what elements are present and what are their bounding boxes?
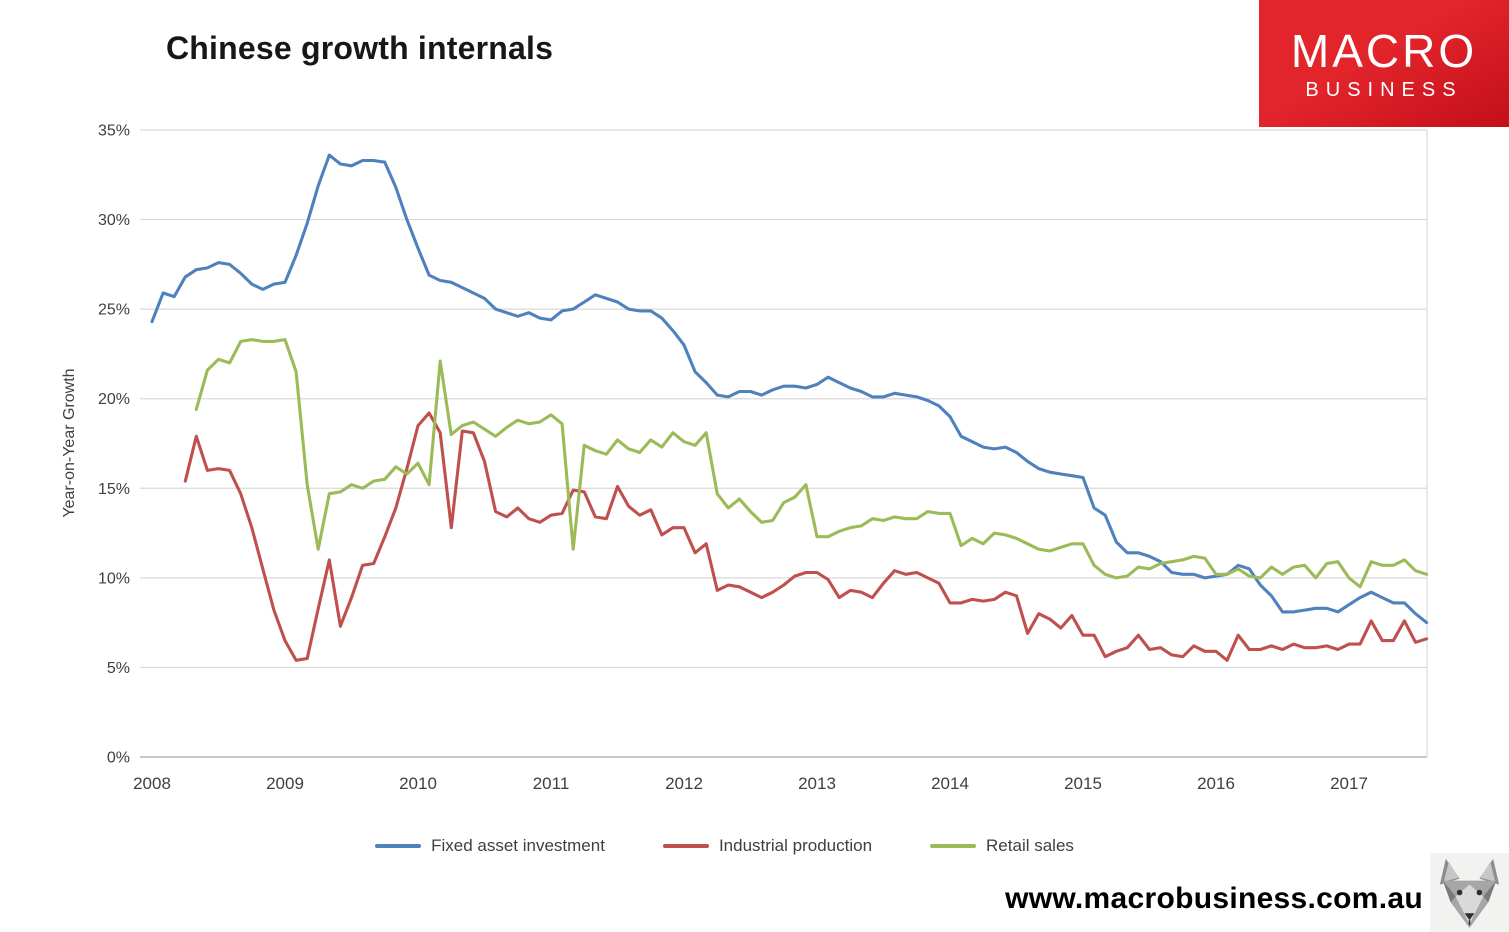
x-tick-label: 2011 xyxy=(533,774,570,793)
website-url: www.macrobusiness.com.au xyxy=(1005,882,1423,915)
series-line-fixed-asset-investment xyxy=(150,153,1429,625)
y-tick-label: 10% xyxy=(98,570,130,587)
legend-item-fixed-asset-investment: Fixed asset investment xyxy=(375,836,605,856)
logo-text-business: BUSINESS xyxy=(1305,78,1463,101)
wolf-icon xyxy=(1430,853,1509,932)
series-line-industrial-production xyxy=(183,411,1429,662)
x-tick-label: 2010 xyxy=(399,774,437,793)
legend-line-sample-blue xyxy=(375,844,422,848)
y-tick-label: 35% xyxy=(98,123,130,140)
series-line-retail-sales xyxy=(194,338,1429,589)
x-tick-label: 2009 xyxy=(266,774,304,793)
y-tick-label: 5% xyxy=(107,660,130,677)
y-tick-label: 20% xyxy=(98,391,130,408)
logo-text-macro: MACRO xyxy=(1290,24,1478,77)
legend-item-retail-sales: Retail sales xyxy=(930,836,1074,856)
legend-line-sample-red xyxy=(662,844,709,848)
x-tick-label: 2012 xyxy=(665,774,703,793)
legend-line-sample-green xyxy=(930,844,977,848)
x-tick-label: 2015 xyxy=(1064,774,1102,793)
legend-label: Fixed asset investment xyxy=(431,836,605,855)
legend-label: Retail sales xyxy=(986,836,1074,855)
y-tick-label: 0% xyxy=(107,750,130,767)
x-tick-label: 2013 xyxy=(798,774,836,793)
legend-label: Industrial production xyxy=(718,836,873,855)
y-tick-label: 30% xyxy=(98,212,130,229)
x-tick-label: 2014 xyxy=(931,774,969,793)
x-tick-label: 2017 xyxy=(1330,774,1368,793)
y-tick-label: 15% xyxy=(98,481,130,498)
macrobusiness-logo: MACRO BUSINESS xyxy=(1259,0,1509,127)
legend-item-industrial-production: Industrial production xyxy=(662,836,873,856)
y-tick-label: 25% xyxy=(98,302,130,319)
chart-title: Chinese growth internals xyxy=(166,30,554,66)
x-tick-label: 2016 xyxy=(1197,774,1235,793)
x-tick-label: 2008 xyxy=(133,774,171,793)
chart-legend: Fixed asset investment Industrial produc… xyxy=(0,836,1449,856)
